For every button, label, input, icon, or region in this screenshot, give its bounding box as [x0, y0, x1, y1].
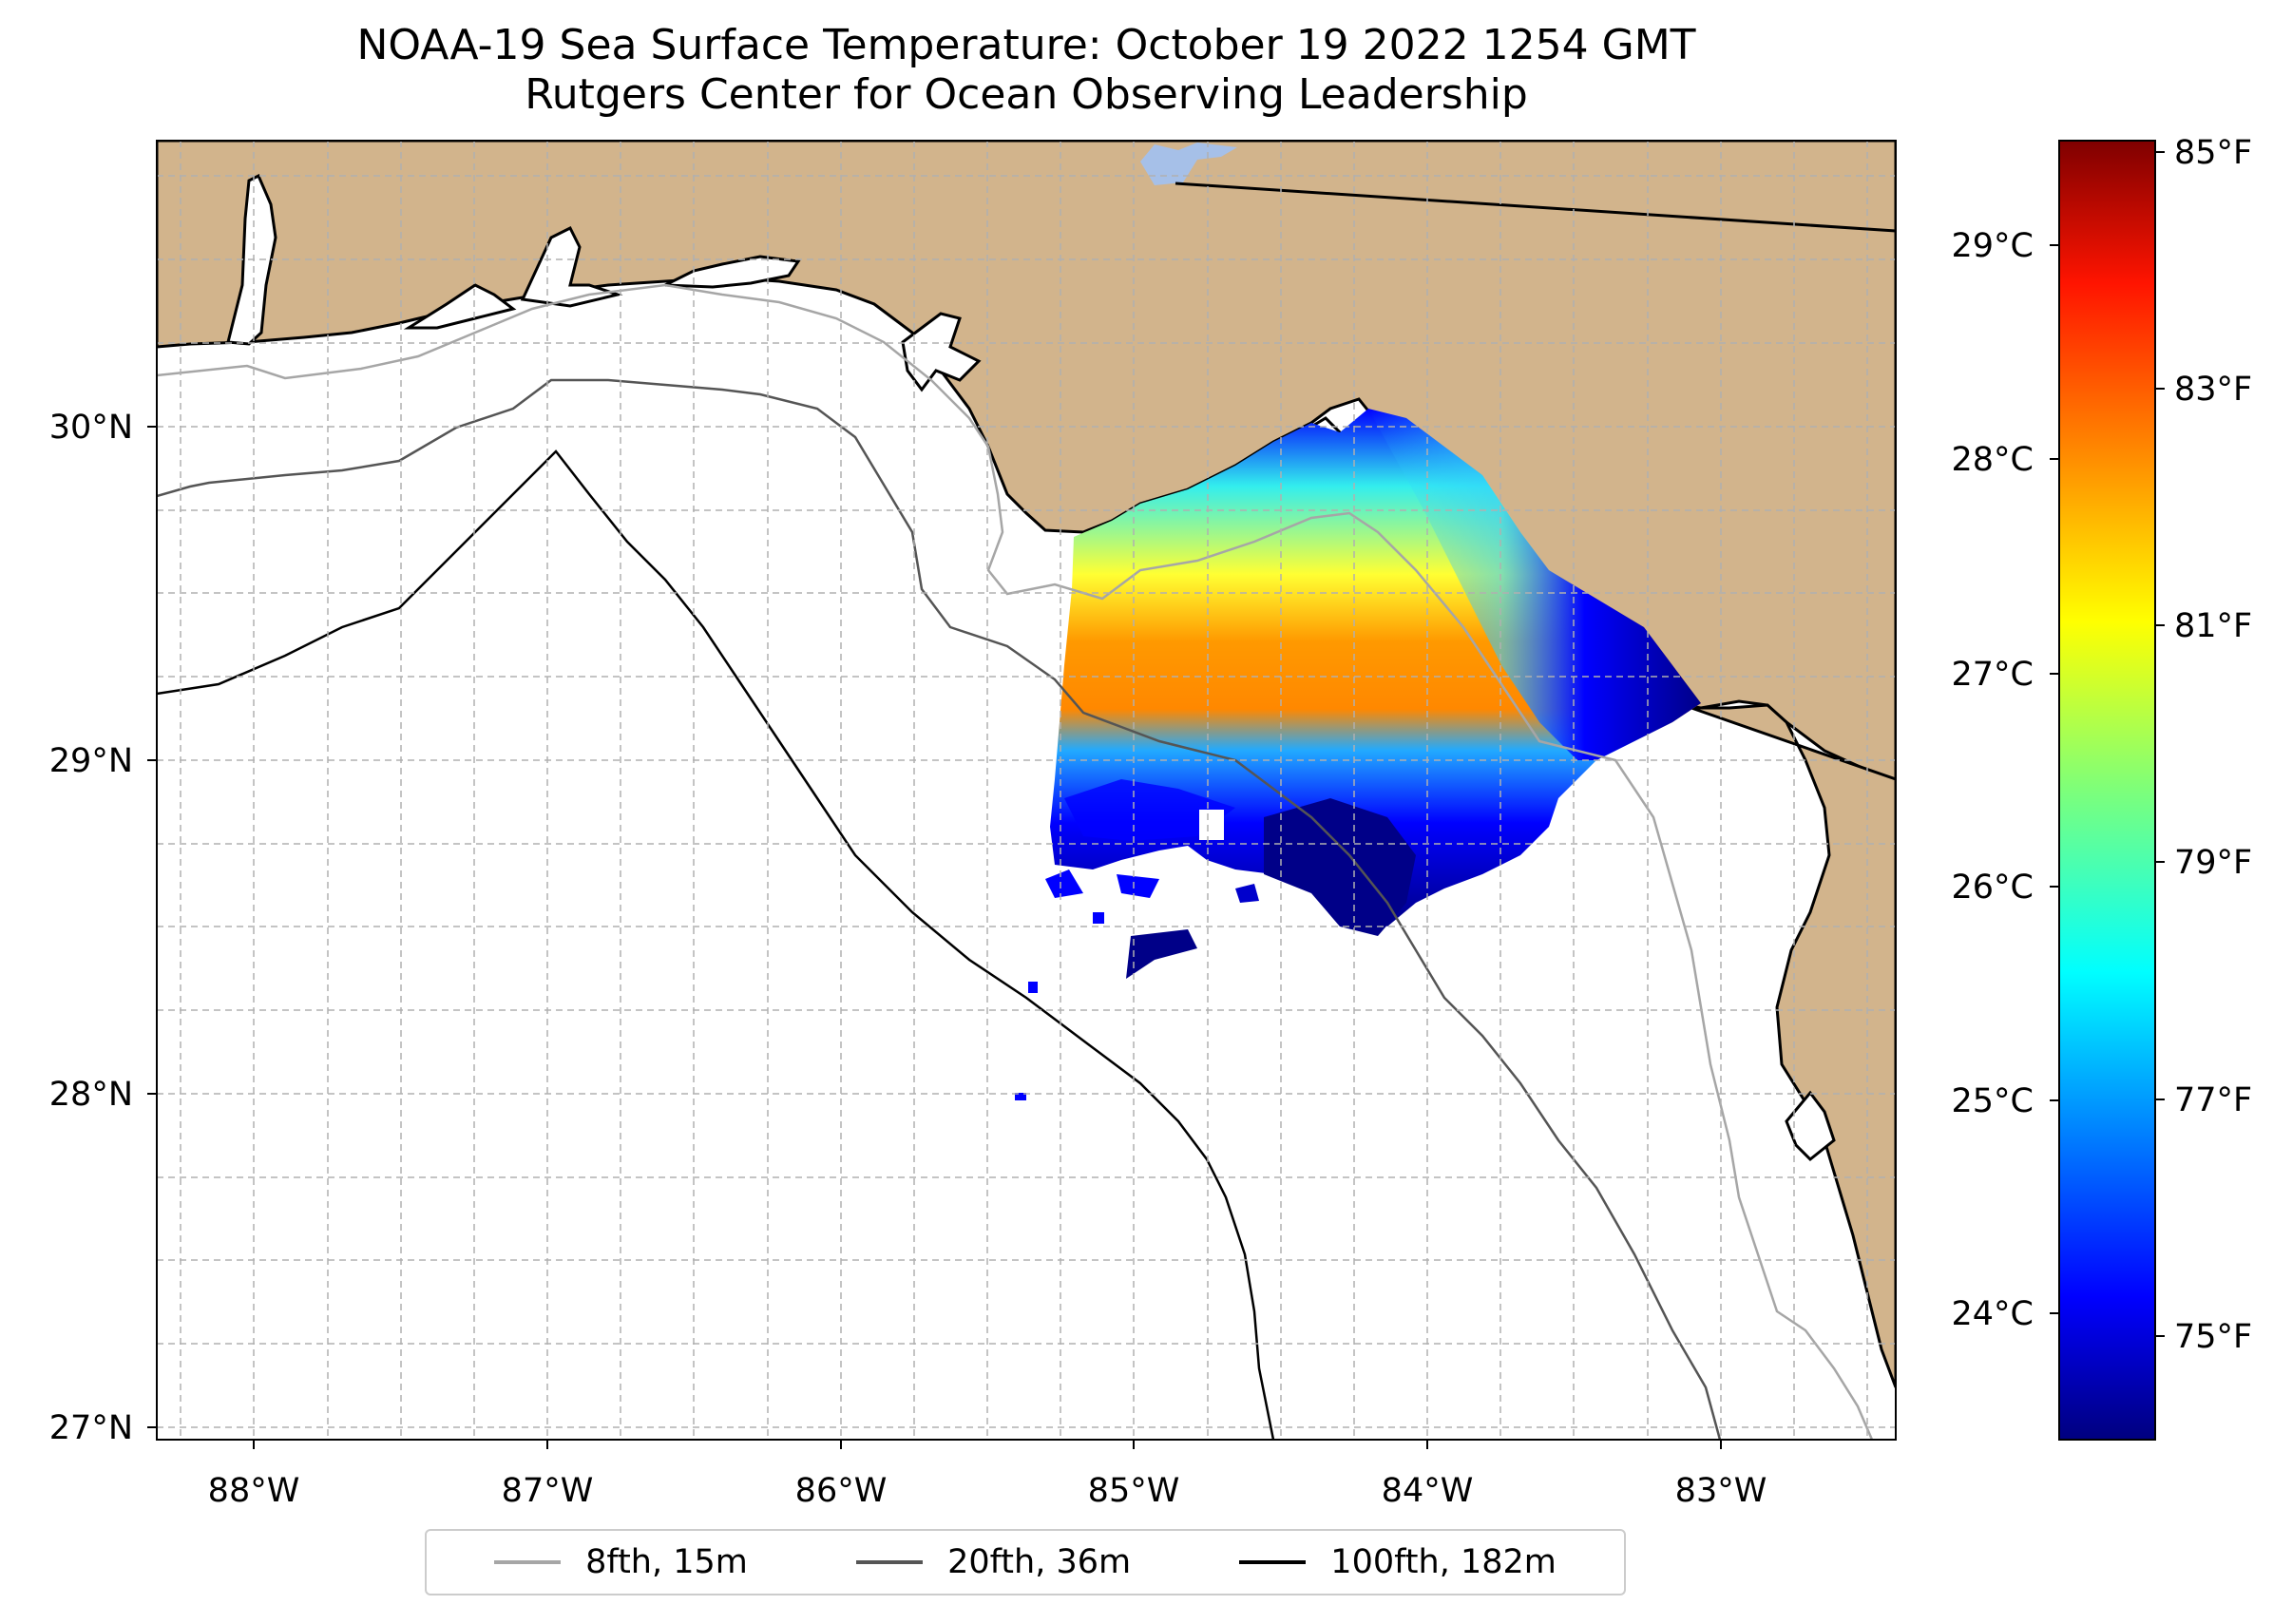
contour-8fth — [157, 283, 1874, 1440]
sst-swath — [1015, 409, 1701, 1100]
y-tick-label: 28°N — [49, 1076, 133, 1114]
legend-item-8fth: 8fth, 15m — [494, 1543, 748, 1581]
colorbar-fahrenheit-label: 85°F — [2174, 134, 2252, 172]
legend-swatch — [1239, 1560, 1307, 1564]
colorbar-celsius-label: 26°C — [1952, 869, 2034, 907]
colorbar-celsius-label: 24°C — [1952, 1295, 2034, 1333]
contour-20fth — [157, 378, 1722, 1440]
lake — [1140, 143, 1237, 185]
x-tick-label: 87°W — [502, 1472, 594, 1510]
colorbar-celsius-label: 25°C — [1952, 1082, 2034, 1120]
gridlines — [157, 141, 1896, 1440]
colorbar-celsius-label: 28°C — [1952, 441, 2034, 479]
legend-item-20fth: 20fth, 36m — [856, 1543, 1131, 1581]
state-border — [1175, 182, 1896, 233]
x-tick-label: 88°W — [208, 1472, 300, 1510]
colorbar-celsius-label: 29°C — [1952, 227, 2034, 265]
contour-100fth — [157, 449, 1275, 1440]
title-line-2: Rutgers Center for Ocean Observing Leade… — [525, 70, 1528, 119]
map-frame — [156, 140, 1897, 1441]
x-tick-label: 85°W — [1088, 1472, 1180, 1510]
x-tick-label: 84°W — [1382, 1472, 1474, 1510]
colorbar-fahrenheit-label: 75°F — [2174, 1318, 2252, 1356]
contour-legend: 8fth, 15m 20fth, 36m 100fth, 182m — [425, 1529, 1626, 1595]
bay-pensacola — [403, 283, 517, 330]
title-line-1: NOAA-19 Sea Surface Temperature: October… — [356, 21, 1696, 69]
y-tick-label: 27°N — [49, 1409, 133, 1447]
bay-tampa — [1785, 1090, 1836, 1162]
colorbar-gradient — [2058, 140, 2156, 1441]
bay-choctawhatchee — [520, 225, 623, 308]
legend-item-100fth: 100fth, 182m — [1239, 1543, 1557, 1581]
x-tick-label: 83°W — [1675, 1472, 1767, 1510]
legend-swatch — [494, 1560, 562, 1564]
x-tick-marks — [253, 1440, 1722, 1449]
colorbar-fahrenheit-label: 79°F — [2174, 844, 2252, 882]
colorbar-fahrenheit-label: 77°F — [2174, 1081, 2252, 1119]
legend-label: 20fth, 36m — [947, 1543, 1132, 1581]
colorbar: 29°C 28°C 27°C 26°C 25°C 24°C 85°F 83°F … — [1952, 134, 2252, 1441]
y-tick-label: 29°N — [49, 742, 133, 780]
legend-swatch — [856, 1560, 924, 1564]
y-tick-label: 30°N — [49, 409, 133, 447]
bay-st-andrew — [664, 255, 801, 289]
colorbar-celsius-label: 27°C — [1952, 656, 2034, 694]
legend-label: 8fth, 15m — [585, 1543, 748, 1581]
colorbar-fahrenheit-label: 83°F — [2174, 371, 2252, 409]
colorbar-fahrenheit-label: 81°F — [2174, 607, 2252, 645]
map-title: NOAA-19 Sea Surface Temperature: October… — [152, 21, 1900, 120]
y-tick-marks — [147, 426, 157, 1428]
legend-label: 100fth, 182m — [1330, 1543, 1557, 1581]
x-tick-label: 86°W — [795, 1472, 888, 1510]
